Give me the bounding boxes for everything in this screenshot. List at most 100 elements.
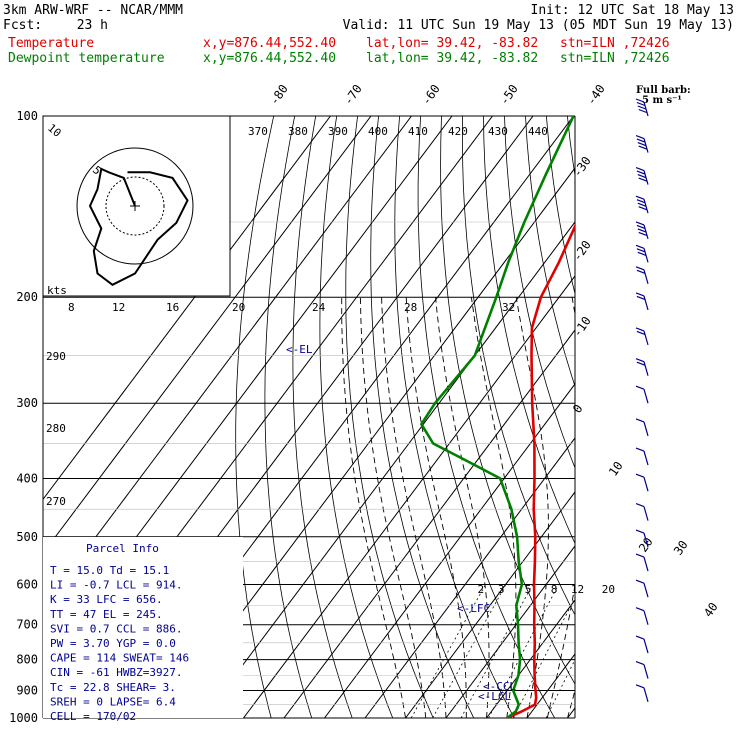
moist-adiabat-line	[546, 297, 575, 718]
isotherm-line	[43, 116, 412, 609]
mixing-ratio-label: 2	[477, 583, 484, 596]
wind-barb-flag	[637, 228, 647, 233]
wind-barb-flag	[637, 202, 647, 207]
isotherm-line	[43, 116, 331, 501]
isotherm-line	[608, 116, 740, 718]
moist-adiabat-line	[608, 297, 740, 718]
wind-barb-flag	[636, 295, 646, 301]
theta-label: 280	[46, 422, 66, 435]
theta-e-label: 400	[368, 125, 388, 138]
pressure-tick-label: 1000	[9, 711, 38, 725]
wind-barb-flag	[635, 358, 645, 363]
parcel-info-row: LI = -0.7 LCL = 914.	[50, 579, 182, 592]
wind-barb-flag	[635, 167, 645, 172]
isotherm-label: 10	[606, 459, 626, 479]
dewpoint-profile	[420, 116, 575, 718]
valid-time: Valid: 11 UTC Sun 19 May 13 (05 MDT Sun …	[343, 18, 734, 33]
wind-barb-flag	[635, 195, 645, 200]
parcel-info-row: Tc = 22.8 SHEAR= 3.	[50, 681, 176, 694]
wind-barb-flag	[635, 418, 645, 423]
isotherm-label: 0	[570, 402, 586, 416]
isotherm-label: 20	[636, 535, 656, 555]
model-title: 3km ARW-WRF -- NCAR/MMM	[3, 3, 183, 18]
hodograph-ring-5	[105, 176, 165, 236]
wind-barb-flag	[638, 108, 647, 114]
wind-barb-shaft	[643, 477, 649, 492]
dry-adiabat-line	[609, 116, 740, 718]
hodograph-ring-10	[76, 147, 194, 265]
wind-barb-shaft	[643, 664, 649, 679]
isotherm-line	[202, 221, 575, 718]
wind-barb-flag	[636, 361, 646, 366]
dry-adiabat-line	[651, 116, 740, 718]
isotherm-line	[445, 545, 575, 718]
hodograph-speed-label: 12	[112, 301, 125, 314]
parcel-info-title: Parcel Info	[86, 542, 159, 555]
pressure-tick-label: 700	[16, 618, 38, 632]
wind-barb-flag	[635, 473, 645, 478]
dewpoint-legend-stn: stn=ILN ,72426	[560, 51, 670, 66]
pressure-tick-label: 200	[16, 290, 38, 304]
dry-adiabat-line	[394, 116, 515, 718]
theta-e-label: 430	[488, 125, 508, 138]
wind-barb-flag	[635, 134, 645, 140]
theta-e-label: 440	[528, 125, 548, 138]
wind-barb-flag	[637, 105, 647, 110]
moist-adiabat-line	[341, 297, 406, 718]
dry-adiabat-line	[735, 116, 740, 718]
theta-e-label: 390	[328, 125, 348, 138]
lfc-annotation: <-LFC	[457, 602, 490, 615]
theta-e-label: 420	[448, 125, 468, 138]
wind-barb-flag	[635, 98, 645, 103]
wind-barbs	[635, 98, 649, 702]
isotherm-line	[526, 653, 575, 718]
wind-barb-shaft	[643, 198, 649, 214]
parcel-info-row: CIN = -61 HWBZ=3927.	[50, 666, 182, 679]
wind-barb-flag	[637, 251, 647, 256]
isotherm-label: -80	[267, 82, 291, 108]
dry-adiabat-line	[630, 116, 740, 718]
isotherm-line	[405, 491, 575, 718]
pressure-tick-label: 100	[16, 109, 38, 123]
wind-barb-flag	[635, 661, 645, 666]
isotherm-label: 30	[671, 538, 691, 558]
isotherm-line	[486, 599, 575, 718]
wind-barb-shaft	[643, 638, 649, 654]
wind-barb-shaft	[643, 170, 649, 185]
parcel-info-row: SVI = 0.7 CCL = 886.	[50, 622, 182, 635]
full-barb-legend-value: 5 m s⁻¹	[642, 95, 682, 106]
wind-barb-flag	[638, 177, 647, 182]
isotherm-label: -30	[570, 154, 594, 180]
dry-adiabat-line	[504, 116, 575, 469]
hodograph-speed-label: 8	[68, 301, 75, 314]
isotherm-line	[43, 116, 372, 555]
wind-barb-flag	[635, 244, 645, 249]
theta-e-label: 410	[408, 125, 428, 138]
isotherm-label: -10	[570, 314, 594, 340]
dewpoint-legend-xy: x,y=876.44,552.40	[203, 51, 336, 66]
hodograph-speed-label: 24	[312, 301, 326, 314]
wind-barb-shaft	[643, 138, 649, 153]
wind-barb-shaft	[643, 361, 649, 376]
pressure-tick-label: 300	[16, 396, 38, 410]
isotherm-label: -50	[497, 82, 521, 108]
moist-adiabat-line	[359, 297, 427, 718]
temperature-legend-latlon: lat,lon= 39.42, -83.82	[366, 36, 538, 51]
wind-barb-shaft	[643, 421, 649, 437]
isotherm-line	[283, 329, 575, 718]
hodograph-speed-label: 16	[166, 301, 179, 314]
init-time: Init: 12 UTC Sat 18 May 13	[531, 3, 735, 18]
fcst-value: 23 h	[77, 18, 108, 33]
wind-barb-shaft	[643, 224, 649, 240]
temperature-legend-name: Temperature	[8, 36, 94, 51]
lcl-annotation: <-LCL	[478, 690, 511, 703]
wind-barb-flag	[636, 269, 646, 274]
dry-adiabat-line	[483, 116, 575, 545]
dry-adiabat-line	[525, 116, 575, 388]
dry-adiabat-line	[672, 116, 740, 718]
dry-adiabat-line	[588, 116, 740, 718]
wind-barb-shaft	[643, 532, 649, 548]
temperature-legend-xy: x,y=876.44,552.40	[203, 36, 336, 51]
